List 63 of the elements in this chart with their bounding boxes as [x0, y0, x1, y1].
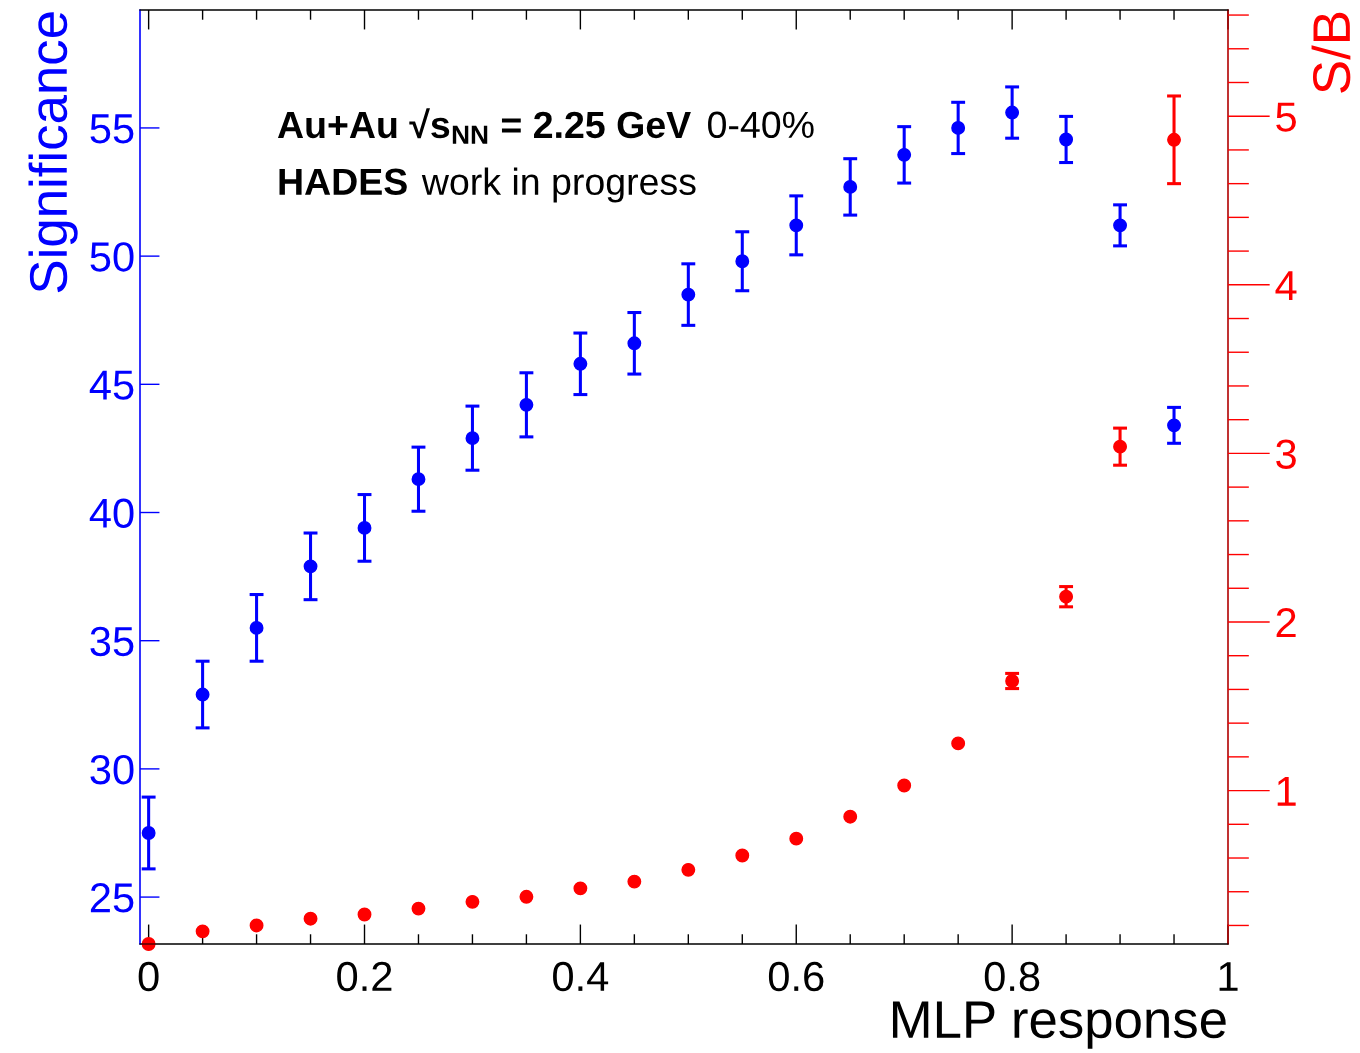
y2-tick-label: 1 [1277, 777, 1296, 806]
y2-tick-label: 3 [1276, 439, 1296, 469]
y-tick-label: 25 [90, 883, 134, 913]
point [735, 848, 750, 863]
y2-tick-label: 2 [1276, 607, 1296, 638]
x-tick-label: 0.4 [553, 961, 609, 992]
x-tick-label: 1 [1219, 962, 1238, 991]
point [1059, 589, 1074, 604]
point [789, 218, 804, 233]
x-tick-label: 0 [138, 961, 159, 992]
x-tick-label: 0.8 [984, 961, 1040, 992]
point [1167, 132, 1181, 147]
point [465, 894, 480, 909]
point [951, 736, 966, 751]
point [897, 778, 912, 793]
x-tick-label: 0.6 [768, 961, 824, 992]
point [843, 179, 858, 194]
y-tick-label: 55 [90, 114, 134, 144]
annotation: 0-40% [708, 111, 814, 139]
point [681, 862, 696, 877]
point [303, 911, 318, 926]
y-axis-title: Significance [28, 12, 78, 293]
point [897, 147, 912, 162]
point [1005, 105, 1020, 120]
annotation: Au+Au √s$_{NN}$ = 2.25 GeV [277, 108, 691, 144]
point [357, 520, 372, 535]
point [951, 120, 966, 135]
x-axis-title: MLP response [892, 1001, 1226, 1049]
point [1167, 418, 1181, 433]
point [411, 901, 426, 916]
y2-tick-label: 4 [1275, 271, 1297, 300]
y2-tick-label: 5 [1276, 102, 1296, 132]
point [1113, 439, 1128, 454]
point [843, 809, 858, 824]
point [1059, 132, 1074, 147]
x-tick-label: 0.2 [337, 961, 392, 992]
point [627, 336, 642, 351]
y-tick-label: 35 [90, 626, 134, 657]
point [411, 472, 426, 487]
point [1113, 218, 1128, 233]
point [195, 924, 210, 939]
point [573, 356, 588, 371]
y-tick-label: 30 [90, 754, 134, 785]
point [789, 831, 804, 846]
point [519, 889, 534, 904]
point [303, 559, 318, 574]
y-tick-label: 40 [89, 498, 134, 529]
point [195, 687, 210, 702]
point [627, 874, 642, 889]
point [465, 431, 480, 446]
annotation: work in progress [421, 167, 696, 203]
y2-axis-title: S/B [1311, 12, 1351, 93]
point [573, 881, 588, 896]
point [735, 254, 750, 269]
annotation: HADES [279, 168, 407, 196]
point [249, 918, 264, 933]
point [249, 620, 264, 635]
point [141, 826, 156, 840]
point [519, 397, 534, 412]
point [681, 287, 696, 302]
y-tick-label: 50 [90, 242, 134, 272]
point [357, 907, 372, 922]
y-tick-label: 45 [89, 370, 134, 400]
